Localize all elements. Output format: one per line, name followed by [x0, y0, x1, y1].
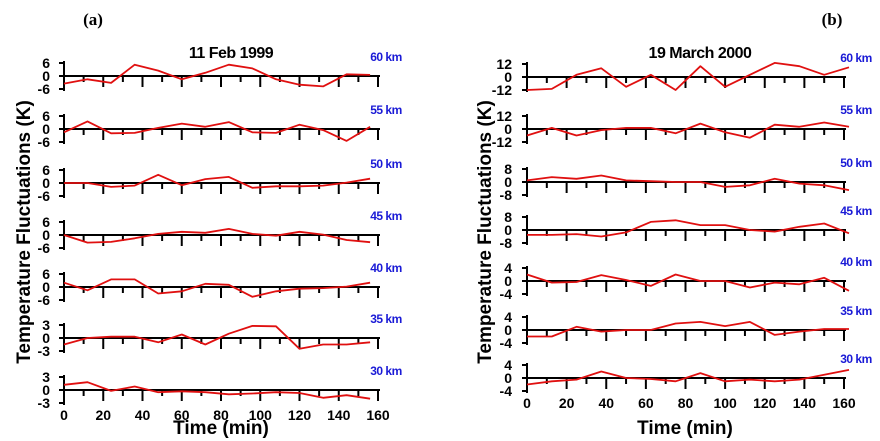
y-tick-label: 4	[504, 357, 512, 373]
x-tick-label: 160	[366, 407, 390, 423]
y-tick-label: -12	[492, 82, 512, 98]
y-tick-label: -3	[38, 343, 51, 359]
y-tick-label: 12	[496, 56, 512, 72]
chart-b-title: 19 March 2000	[649, 45, 753, 62]
series-line-55km	[63, 120, 371, 142]
chart-a-title: 11 Feb 1999	[189, 45, 274, 62]
x-tick-label: 80	[213, 407, 229, 423]
y-tick-label: -4	[500, 383, 513, 399]
series-line-40km	[526, 273, 850, 292]
y-tick-label: 0	[42, 330, 50, 346]
x-axis-title-a: Time (min)	[173, 418, 269, 439]
y-tick-label: -8	[500, 187, 513, 203]
y-axis-title-b: Temperature Fluctuations (K)	[475, 100, 496, 364]
y-tick-label: 4	[504, 309, 512, 325]
x-tick-label: 100	[713, 395, 737, 411]
y-tick-label: 0	[42, 279, 50, 295]
altitude-label: 55 km	[370, 103, 402, 117]
altitude-label: 30 km	[370, 364, 402, 378]
x-tick-label: 140	[793, 395, 817, 411]
y-tick-label: -6	[38, 188, 51, 204]
y-tick-label: 3	[42, 369, 50, 385]
y-tick-label: 6	[42, 266, 50, 282]
panel-label-b: (b)	[822, 10, 843, 29]
x-axis-title-b: Time (min)	[637, 418, 733, 439]
series-line-50km	[64, 173, 371, 189]
x-tick-label: 60	[638, 395, 654, 411]
series-line-30km	[526, 369, 850, 386]
x-tick-label: 40	[598, 395, 614, 411]
y-tick-label: 0	[504, 370, 512, 386]
y-tick-label: 8	[504, 209, 512, 225]
x-tick-label: 160	[832, 395, 856, 411]
series-line-45km	[63, 227, 371, 244]
y-tick-label: -8	[500, 235, 513, 251]
y-tick-label: -12	[492, 134, 512, 150]
x-tick-label: 60	[174, 407, 190, 423]
y-tick-label: 4	[504, 260, 512, 276]
x-tick-label: 40	[135, 407, 151, 423]
y-tick-label: 6	[42, 162, 50, 178]
y-tick-label: 0	[504, 222, 512, 238]
y-tick-label: -4	[500, 335, 513, 351]
x-tick-label: 0	[60, 407, 68, 423]
altitude-label: 45 km	[370, 209, 402, 223]
y-axis-title-a: Temperature Fluctuations (K)	[14, 100, 35, 364]
x-tick-label: 20	[95, 407, 111, 423]
x-tick-label: 140	[327, 407, 351, 423]
y-tick-label: 0	[42, 382, 50, 398]
altitude-label: 35 km	[370, 312, 402, 326]
y-tick-label: 0	[504, 174, 512, 190]
x-tick-label: 120	[288, 407, 312, 423]
altitude-label: 60 km	[840, 51, 872, 65]
series-line-40km	[63, 278, 371, 298]
series-line-60km	[526, 62, 850, 91]
series-line-35km	[527, 320, 849, 338]
series-line-60km	[63, 63, 371, 88]
y-tick-label: -4	[500, 286, 513, 302]
altitude-label: 35 km	[840, 304, 872, 318]
y-tick-label: 0	[42, 68, 50, 84]
y-tick-label: 0	[504, 69, 512, 85]
altitude-label: 40 km	[840, 255, 872, 269]
x-tick-label: 120	[753, 395, 777, 411]
series-line-30km	[63, 381, 371, 400]
y-tick-label: 8	[504, 161, 512, 177]
x-tick-label: 80	[678, 395, 694, 411]
series-line-50km	[526, 174, 850, 191]
series-line-45km	[527, 219, 850, 238]
altitude-label: 40 km	[370, 261, 402, 275]
y-tick-label: 0	[504, 322, 512, 338]
y-tick-label: 3	[42, 317, 50, 333]
y-tick-label: 0	[42, 121, 50, 137]
y-tick-label: 6	[42, 214, 50, 230]
altitude-label: 50 km	[840, 156, 872, 170]
altitude-label: 30 km	[840, 352, 872, 366]
altitude-label: 45 km	[840, 204, 872, 218]
y-tick-label: 0	[42, 175, 50, 191]
y-tick-label: 12	[496, 108, 512, 124]
y-tick-label: 0	[504, 273, 512, 289]
y-tick-label: 6	[42, 108, 50, 124]
y-tick-label: 6	[42, 55, 50, 71]
x-tick-label: 100	[249, 407, 273, 423]
y-tick-label: -6	[38, 240, 51, 256]
y-tick-label: -6	[38, 81, 51, 97]
y-tick-label: 0	[42, 227, 50, 243]
y-tick-label: -6	[38, 134, 51, 150]
y-tick-label: 0	[504, 121, 512, 137]
x-tick-label: 20	[559, 395, 575, 411]
altitude-label: 55 km	[840, 103, 872, 117]
altitude-label: 50 km	[370, 157, 402, 171]
y-tick-label: -6	[38, 292, 51, 308]
x-tick-label: 0	[523, 395, 531, 411]
altitude-label: 60 km	[370, 50, 402, 64]
panel-label-a: (a)	[83, 10, 103, 29]
y-tick-label: -3	[38, 395, 51, 411]
series-line-55km	[526, 121, 850, 139]
series-line-35km	[63, 324, 371, 350]
